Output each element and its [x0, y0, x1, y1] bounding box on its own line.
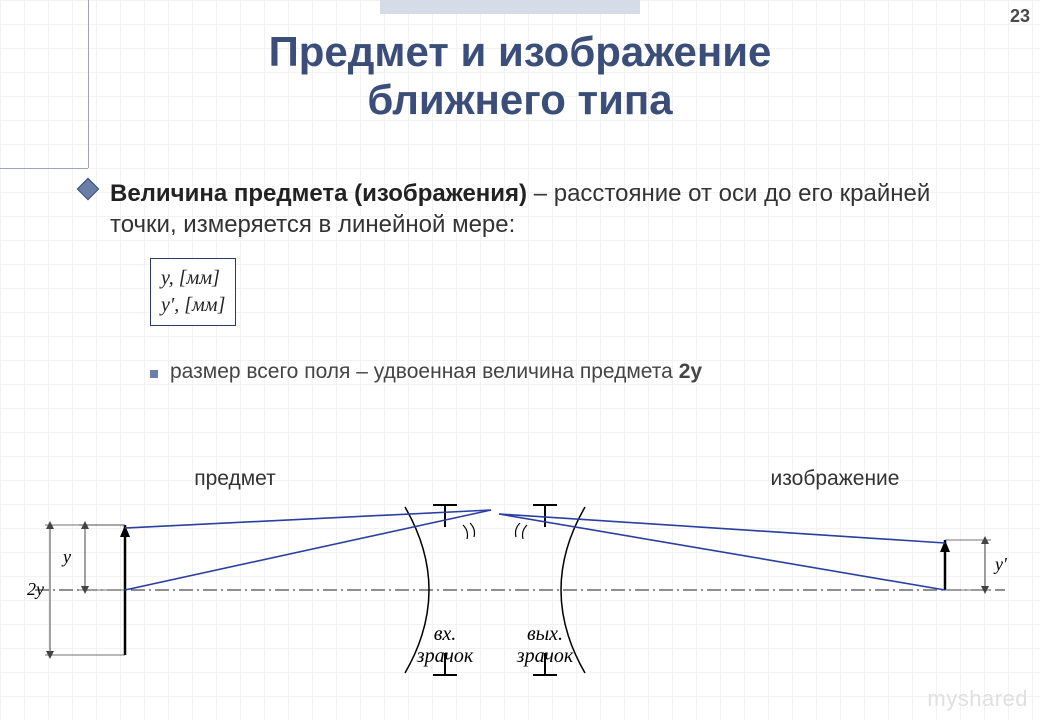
formula-line-2: y′, [мм] [161, 292, 225, 319]
body-paragraph: Величина предмета (изображения) – рассто… [110, 178, 970, 240]
svg-text:вх.: вх. [434, 623, 457, 645]
title-line-1: Предмет и изображение [269, 28, 772, 75]
svg-text:вых.: вых. [527, 623, 563, 645]
page-number: 23 [1010, 6, 1030, 27]
corner-rule-v [88, 0, 89, 168]
corner-rule-h [0, 168, 88, 169]
sub-text: размер всего поля – удвоенная величина п… [170, 360, 679, 383]
svg-text:зрачок: зрачок [416, 645, 474, 667]
svg-text:предмет: предмет [194, 467, 276, 490]
formula-line-1: y, [мм] [161, 265, 225, 292]
svg-text:y: y [61, 547, 71, 567]
optics-diagram: y2yy′предметизображениевх.зрачоквых.зрач… [25, 430, 1015, 690]
svg-text:2y: 2y [27, 579, 44, 599]
sub-paragraph: размер всего поля – удвоенная величина п… [170, 360, 970, 384]
sub-bullet-icon [150, 370, 158, 378]
formula-box: y, [мм] y′, [мм] [150, 258, 236, 326]
sub-text-bold: 2y [679, 360, 702, 383]
svg-text:зрачок: зрачок [516, 645, 574, 667]
svg-text:y′: y′ [993, 554, 1008, 574]
slide-title: Предмет и изображение ближнего типа [0, 28, 1040, 125]
svg-text:изображение: изображение [771, 467, 900, 490]
top-accent-bar [380, 0, 640, 14]
body-bold: Величина предмета (изображения) [110, 180, 527, 207]
title-line-2: ближнего типа [367, 76, 672, 123]
